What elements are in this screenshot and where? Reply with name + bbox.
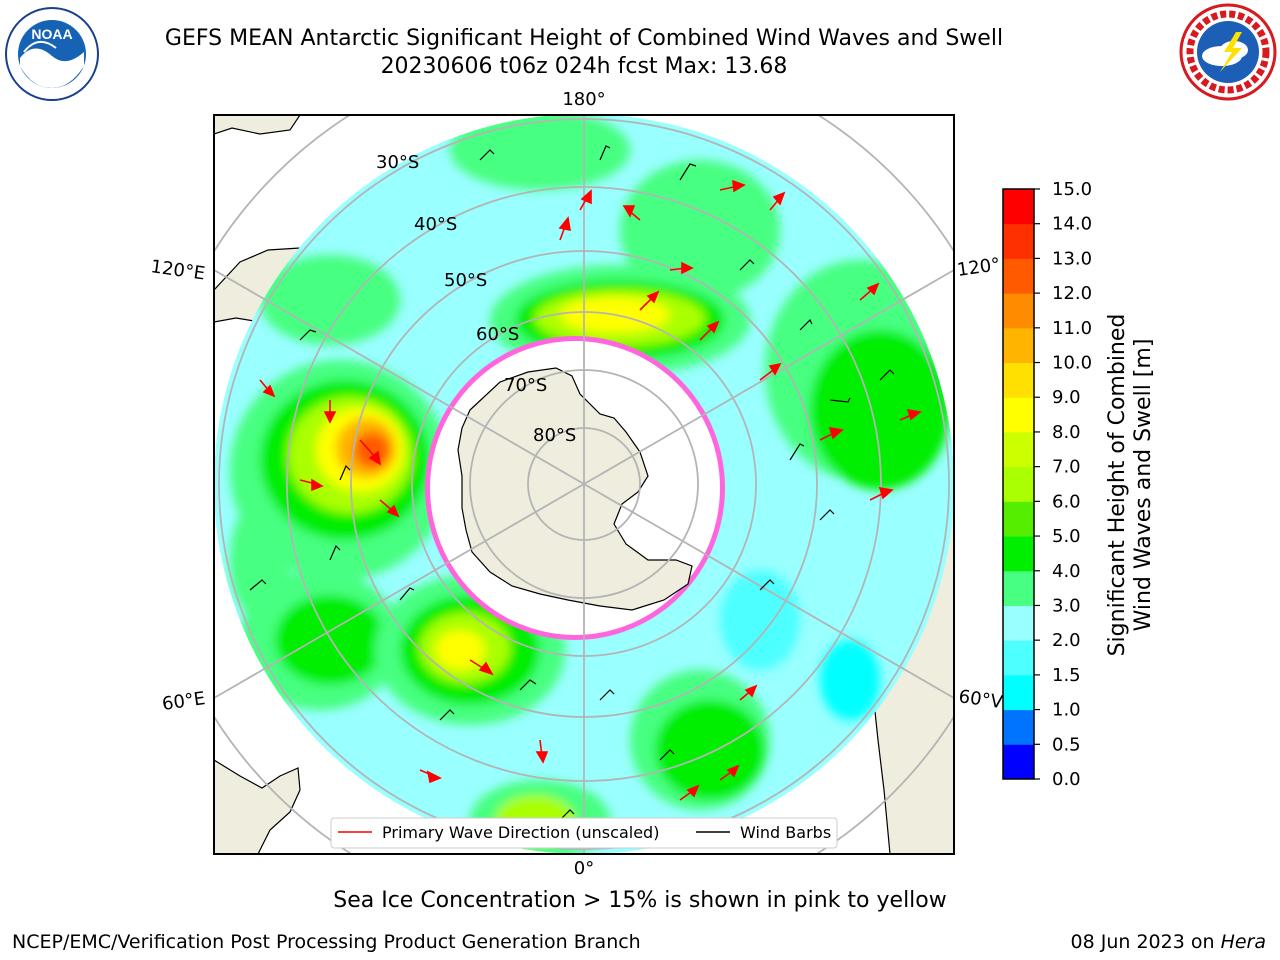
wind-barbs — [249, 145, 895, 821]
map-frame — [213, 114, 955, 855]
top-left-land — [214, 115, 301, 135]
colorbar-frame — [1002, 188, 1035, 780]
lat-label-70s: 70°S — [504, 375, 547, 396]
colorbar-tick-label: 0.5 — [1052, 734, 1081, 755]
legend-wind-label: Wind Barbs — [740, 823, 831, 842]
colorbar-tick-label: 1.0 — [1052, 700, 1081, 721]
colorbar-label-line1: Significant Height of Combined — [1105, 314, 1130, 657]
nws-logo — [1179, 3, 1277, 101]
colorbar-tick-label: 4.0 — [1052, 561, 1081, 582]
colorbar-cell — [1003, 536, 1034, 572]
colorbar-label-line2: Wind Waves and Swell [m] — [1131, 339, 1156, 632]
colorbar-cell — [1003, 501, 1034, 537]
colorbar-tick-label: 11.0 — [1052, 318, 1092, 339]
noaa-logo: NOAA — [5, 7, 99, 101]
colorbar-cell — [1003, 744, 1034, 780]
footer-date-text: 08 Jun 2023 on — [1070, 931, 1221, 953]
chart-title: GEFS MEAN Antarctic Significant Height o… — [164, 26, 1004, 51]
footer-credit: NCEP/EMC/Verification Post Processing Pr… — [12, 931, 641, 953]
colorbar-cell — [1003, 223, 1034, 259]
colorbar-tick-label: 1.5 — [1052, 665, 1081, 686]
colorbar-cell — [1003, 709, 1034, 745]
colorbar-tick-label: 5.0 — [1052, 526, 1081, 547]
meridian-label-180: 180° — [562, 89, 605, 110]
colorbar-tick-label: 13.0 — [1052, 248, 1092, 269]
noaa-logo-text: NOAA — [31, 26, 72, 42]
colorbar-cell — [1003, 327, 1034, 364]
footer-date: 08 Jun 2023 on Hera — [1071, 931, 1266, 953]
legend-wave-label: Primary Wave Direction (unscaled) — [382, 823, 659, 842]
lat-label-60s: 60°S — [476, 324, 519, 345]
colorbar-cell — [1003, 258, 1034, 294]
lat-label-50s: 50°S — [444, 270, 487, 291]
lat-label-40s: 40°S — [414, 214, 457, 235]
colorbar-cell — [1003, 189, 1034, 225]
chart-subtitle: 20230606 t06z 024h fcst Max: 13.68 — [380, 54, 788, 79]
colorbar-tick-label: 3.0 — [1052, 595, 1081, 616]
footer-model: Hera — [1220, 931, 1266, 953]
lat-label-80s: 80°S — [533, 425, 576, 446]
colorbar-tick-label: 7.0 — [1052, 457, 1081, 478]
colorbar-tick-label: 10.0 — [1052, 353, 1092, 374]
wave-direction-arrows — [259, 179, 922, 801]
map-legend: Primary Wave Direction (unscaled) Wind B… — [330, 817, 838, 849]
colorbar-cell — [1003, 605, 1034, 641]
colorbar-tick-label: 9.0 — [1052, 387, 1081, 408]
colorbar-tick-label: 0.0 — [1052, 769, 1081, 790]
colorbar-cell — [1003, 674, 1034, 711]
colorbar-cell — [1003, 362, 1034, 398]
colorbar-cell — [1003, 397, 1034, 433]
colorbar-tick-label: 15.0 — [1052, 179, 1092, 200]
colorbar-cell — [1003, 640, 1034, 676]
colorbar-cell — [1003, 431, 1034, 468]
meridian-lines — [214, 115, 954, 854]
colorbar-tick-label: 6.0 — [1052, 491, 1081, 512]
colorbar-tick-label: 12.0 — [1052, 283, 1092, 304]
colorbar-cell — [1003, 570, 1034, 606]
colorbar-tick-label: 2.0 — [1052, 630, 1081, 651]
africa-land — [214, 759, 301, 854]
meridian-label-0: 0° — [574, 858, 594, 879]
colorbar-cell — [1003, 293, 1034, 329]
colorbar-cell — [1003, 466, 1034, 502]
colorbar-tick-label: 14.0 — [1052, 214, 1092, 235]
lat-label-30s: 30°S — [376, 152, 419, 173]
colorbar-tick-label: 8.0 — [1052, 422, 1081, 443]
sea-ice-caption: Sea Ice Concentration > 15% is shown in … — [333, 888, 947, 913]
